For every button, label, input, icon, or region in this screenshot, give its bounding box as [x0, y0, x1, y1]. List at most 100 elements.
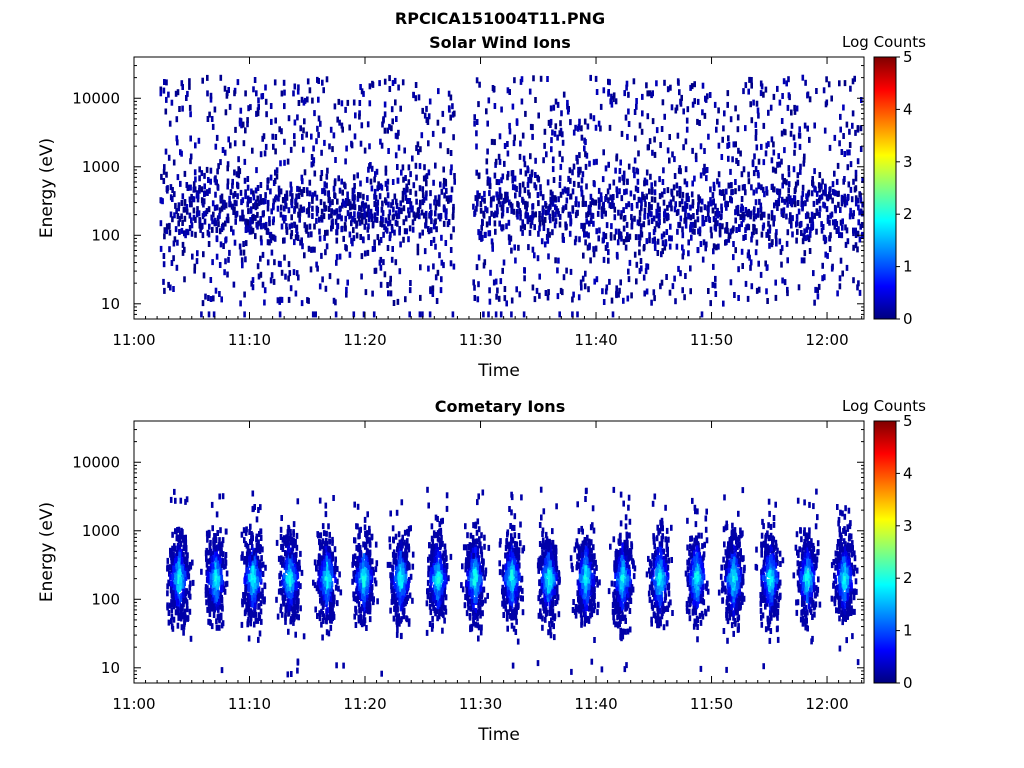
y-tick-label: 10000 — [72, 89, 120, 107]
heatmap-cell — [662, 167, 665, 174]
heatmap-cell — [209, 277, 213, 283]
heatmap-cell — [552, 156, 555, 163]
heatmap-cell — [727, 236, 731, 243]
heatmap-cell — [670, 104, 674, 111]
heatmap-cell — [818, 211, 821, 218]
heatmap-cell — [453, 110, 456, 117]
heatmap-cell — [220, 205, 224, 212]
heatmap-cell — [562, 237, 565, 243]
heatmap-cell — [569, 220, 572, 227]
heatmap-cell — [808, 231, 812, 238]
heatmap-cell — [718, 226, 722, 233]
heatmap-cell — [795, 221, 798, 228]
heatmap-cell — [362, 553, 366, 560]
heatmap-cell — [699, 172, 703, 179]
heatmap-cell — [205, 555, 208, 562]
heatmap-cell — [774, 279, 777, 286]
heatmap-cell — [556, 101, 560, 108]
heatmap-cell — [239, 215, 242, 222]
heatmap-cell — [251, 554, 254, 561]
heatmap-cell — [673, 275, 676, 282]
heatmap-cell — [411, 205, 414, 212]
heatmap-cell — [291, 193, 294, 200]
heatmap-cell — [318, 559, 322, 566]
heatmap-cell — [312, 160, 315, 167]
heatmap-cell — [479, 231, 483, 237]
heatmap-cell — [839, 219, 843, 226]
heatmap-cell — [781, 93, 784, 99]
heatmap-cell — [289, 285, 293, 292]
heatmap-cell — [352, 235, 356, 242]
heatmap-cell — [787, 181, 791, 188]
heatmap-cell — [279, 603, 283, 610]
heatmap-cell — [286, 577, 289, 584]
heatmap-cell — [607, 197, 610, 204]
heatmap-cell — [716, 210, 719, 217]
heatmap-cell — [257, 97, 260, 104]
heatmap-cell — [239, 189, 243, 196]
heatmap-cell — [346, 99, 350, 106]
heatmap-cell — [366, 548, 369, 555]
heatmap-cell — [479, 207, 483, 214]
heatmap-cell — [561, 139, 565, 146]
heatmap-cell — [494, 278, 498, 285]
heatmap-cell — [710, 232, 713, 239]
heatmap-cell — [244, 189, 247, 196]
heatmap-cell — [162, 278, 165, 285]
heatmap-cell — [173, 191, 176, 198]
heatmap-cell — [322, 213, 326, 220]
heatmap-cell — [686, 106, 690, 113]
heatmap-cell — [300, 96, 304, 103]
heatmap-cell — [593, 278, 596, 285]
heatmap-cell — [220, 584, 224, 591]
heatmap-cell — [206, 90, 209, 97]
heatmap-cell — [172, 566, 176, 573]
heatmap-cell — [679, 215, 683, 222]
heatmap-cell — [437, 88, 440, 95]
heatmap-cell — [814, 286, 817, 293]
heatmap-cell — [718, 229, 722, 236]
heatmap-cell — [518, 187, 522, 194]
heatmap-cell — [285, 226, 288, 233]
heatmap-cell — [218, 624, 221, 631]
heatmap-cell — [189, 153, 193, 160]
heatmap-cell — [193, 186, 197, 193]
heatmap-cell — [383, 127, 387, 134]
heatmap-cell — [823, 202, 827, 209]
heatmap-cell — [185, 496, 189, 503]
heatmap-cell — [341, 198, 345, 205]
heatmap-cell — [334, 218, 338, 225]
heatmap-cell — [317, 580, 320, 587]
heatmap-cell — [449, 169, 453, 176]
heatmap-cell — [506, 174, 509, 181]
heatmap-cell — [756, 107, 760, 114]
heatmap-cell — [207, 241, 211, 247]
heatmap-cell — [646, 212, 650, 219]
heatmap-cell — [627, 163, 631, 170]
heatmap-cell — [717, 171, 721, 178]
heatmap-cell — [194, 176, 197, 183]
heatmap-cell — [371, 246, 375, 252]
heatmap-cell — [247, 582, 251, 589]
heatmap-cell — [329, 624, 333, 631]
heatmap-cell — [792, 195, 796, 202]
heatmap-cell — [244, 222, 248, 229]
heatmap-cell — [602, 201, 605, 208]
heatmap-cell — [854, 242, 858, 249]
heatmap-cell — [274, 117, 277, 124]
heatmap-cell — [591, 199, 595, 205]
heatmap-cell — [421, 229, 424, 236]
colorbar-tick-label: 3 — [903, 153, 913, 171]
heatmap-cell — [188, 196, 192, 203]
heatmap-cell — [581, 275, 585, 282]
heatmap-cell — [573, 239, 577, 246]
heatmap-cell — [619, 231, 623, 238]
heatmap-cell — [856, 158, 860, 165]
heatmap-cell — [502, 259, 506, 266]
heatmap-cell — [772, 141, 775, 148]
heatmap-cell — [329, 589, 333, 596]
heatmap-cell — [261, 571, 265, 577]
heatmap-cell — [341, 202, 344, 209]
heatmap-cell — [390, 106, 394, 113]
heatmap-cell — [324, 229, 327, 236]
